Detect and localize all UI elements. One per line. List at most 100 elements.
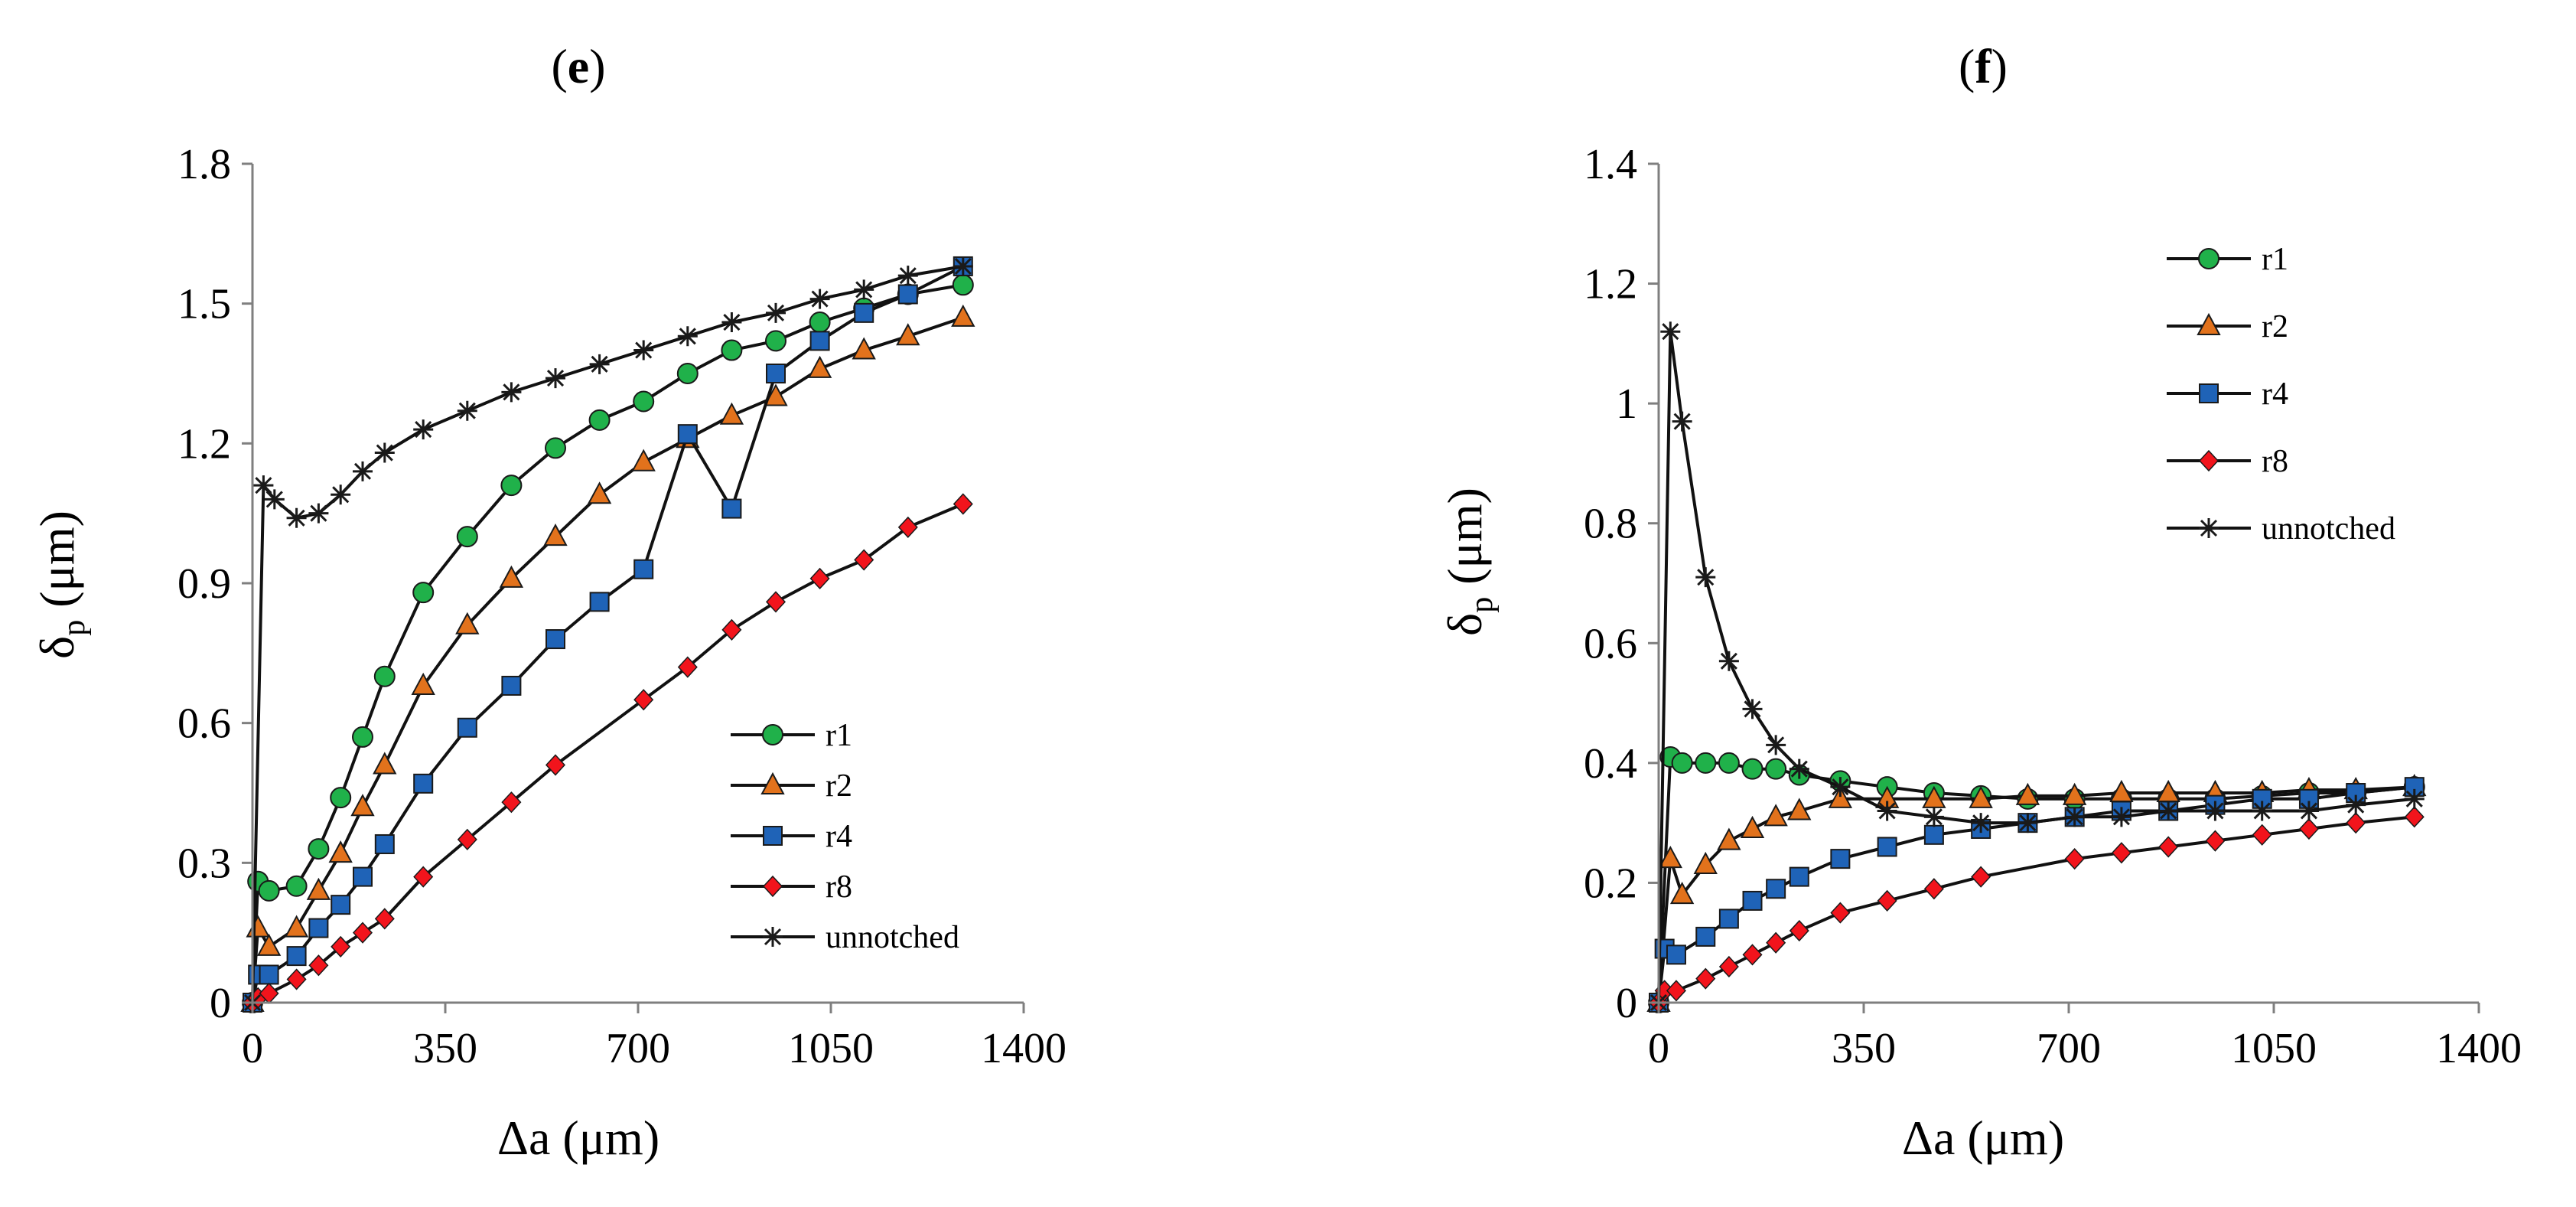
data-point-unnotched [1695, 567, 1716, 588]
data-point-r1 [1765, 758, 1787, 780]
data-point-r2 [1969, 785, 1993, 808]
series-r1 [242, 274, 974, 1013]
y-tick-label: 0.8 [1584, 501, 1637, 548]
legend-label-r2: r2 [2262, 309, 2288, 344]
y-axis-title-e: δp (μm) [30, 511, 92, 659]
data-point-r2 [631, 449, 656, 471]
data-point-r2 [256, 933, 282, 956]
data-point-unnotched [2298, 801, 2319, 821]
legend-marker-unnotched [763, 927, 783, 947]
chart-panel-e: (e) 0 350 700 1050 1400 00.30.60.91.21.51.8 … [30, 39, 1067, 1165]
y-tick-label: 1.2 [177, 420, 231, 468]
data-point-unnotched [545, 368, 565, 389]
y-tick-label: 0.6 [177, 700, 231, 748]
data-point-r8 [1830, 902, 1851, 924]
legend-item-r4: r4 [2167, 377, 2288, 412]
data-point-r1 [1718, 752, 1740, 774]
legend-label-unnotched: unnotched [826, 920, 959, 955]
data-point-r8 [897, 516, 918, 539]
data-point-unnotched [2158, 801, 2179, 821]
data-point-r2 [328, 840, 353, 863]
data-point-r4 [1923, 824, 1944, 845]
data-point-unnotched [501, 382, 522, 403]
data-point-unnotched [953, 256, 973, 276]
data-point-r4 [589, 592, 610, 612]
legend-label-r1: r1 [2262, 242, 2288, 277]
legend-label-r1: r1 [826, 718, 852, 753]
x-tick-label: 0 [242, 1025, 263, 1072]
data-point-r8 [1789, 919, 1809, 942]
data-point-r4 [501, 675, 522, 696]
data-point-r2 [587, 481, 612, 504]
legend-item-r1: r1 [2167, 242, 2288, 277]
data-point-r8 [1718, 955, 1739, 978]
data-point-r8 [2158, 836, 2179, 858]
data-point-r4 [259, 964, 279, 985]
data-point-r8 [1766, 931, 1786, 954]
data-point-unnotched [2404, 788, 2425, 809]
data-point-unnotched [897, 266, 918, 286]
legend-label-r4: r4 [826, 819, 852, 854]
data-point-unnotched [721, 312, 742, 333]
data-point-unnotched [589, 354, 610, 374]
legend-item-r8: r8 [731, 869, 852, 905]
data-point-r8 [331, 935, 351, 958]
data-point-unnotched [809, 289, 830, 309]
legend-marker-r4 [763, 826, 783, 846]
data-point-unnotched [308, 503, 329, 524]
data-point-r2 [764, 383, 788, 406]
data-point-r2 [1693, 851, 1718, 874]
panel-label-e: (e) [551, 39, 605, 93]
data-point-unnotched [264, 489, 285, 510]
data-point-r1 [500, 475, 523, 497]
chart-panel-f: (f) 0 350 700 1050 1400 0 0.2 0.4 0.6 0.8 1 1.2 1.4… [1438, 39, 2522, 1165]
data-point-r4 [331, 895, 351, 915]
data-point-r1 [1741, 758, 1763, 780]
data-point-r8 [2064, 848, 2085, 870]
data-point-r8 [1923, 878, 1944, 900]
data-point-r4 [308, 918, 329, 938]
data-point-unnotched [286, 507, 307, 528]
data-point-r2 [455, 612, 480, 634]
data-point-r4 [1718, 909, 1739, 929]
data-point-r8 [1742, 944, 1763, 966]
legend-item-r2: r2 [2167, 309, 2288, 344]
data-point-r4 [1789, 866, 1809, 887]
data-point-unnotched [413, 419, 434, 440]
y-tick-label: 0.6 [1584, 620, 1637, 667]
data-point-r2 [306, 877, 331, 900]
legend-item-unnotched: unnotched [2167, 511, 2395, 546]
data-point-r8 [1695, 967, 1716, 990]
data-point-r8 [809, 567, 830, 590]
data-point-r2 [1740, 815, 1765, 838]
data-point-unnotched [1877, 801, 1897, 821]
data-point-r1 [412, 582, 435, 604]
data-point-r2 [1669, 881, 1695, 905]
data-point-r2 [1658, 846, 1682, 869]
data-point-r1 [308, 838, 330, 860]
y-tick-label: 0 [1616, 980, 1637, 1027]
data-point-r8 [2404, 806, 2425, 828]
data-point-r2 [350, 794, 375, 817]
data-point-r8 [2205, 830, 2226, 852]
data-point-r4 [1877, 837, 1897, 857]
data-point-r1 [545, 437, 566, 459]
x-tick-label: 1400 [981, 1025, 1067, 1072]
data-point-r4 [854, 302, 874, 323]
x-tick-label: 700 [2037, 1025, 2101, 1072]
x-tick-label: 350 [413, 1025, 477, 1072]
data-point-r1 [330, 787, 352, 809]
data-point-r8 [457, 828, 477, 850]
y-tick-label: 1.4 [1584, 141, 1637, 188]
data-point-r2 [499, 565, 524, 588]
data-point-r2 [411, 672, 435, 695]
series-r8 [242, 493, 973, 1014]
data-point-r1 [588, 409, 611, 431]
data-point-r8 [286, 968, 307, 990]
data-point-r2 [896, 323, 920, 346]
data-point-unnotched [1672, 411, 1692, 432]
data-point-r8 [413, 866, 434, 888]
data-point-unnotched [766, 302, 786, 323]
data-point-r1 [258, 879, 280, 902]
